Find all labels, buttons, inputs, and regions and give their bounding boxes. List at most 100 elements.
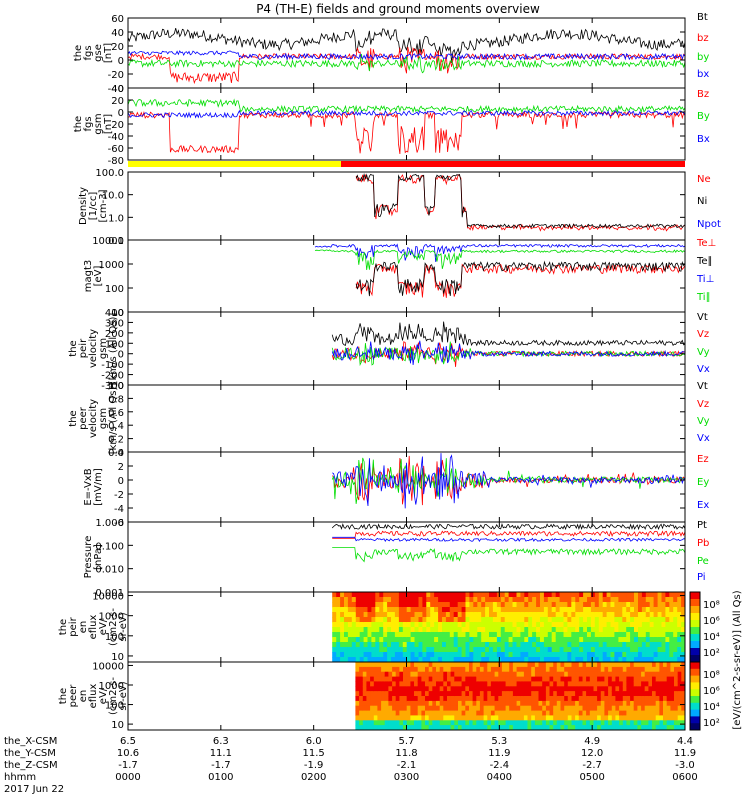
spectrogram-cell [359,627,365,633]
spectrogram-cell [479,700,485,707]
spectrogram-cell [567,637,572,643]
spectrogram-cell [532,637,537,643]
spectrogram-cell [579,617,584,623]
spectrogram-cell [443,686,448,692]
spectrogram-cell [657,647,662,653]
spectrogram-cell [659,710,664,716]
spectrogram-cell [458,705,463,712]
spectrogram-cell [536,622,541,628]
spectrogram-cell [359,642,365,648]
spectrogram-cell [425,725,430,731]
spectrogram-cell [473,647,478,653]
spectrogram-cell [496,622,502,628]
spectrogram-cell [472,681,477,687]
spectrogram-cell [670,662,675,668]
spectrogram-cell [387,637,392,643]
spectrogram-cell [663,720,668,726]
spectrogram-cell [501,710,507,716]
series-label-Ne: Ne [697,174,711,185]
spectrogram-cell [450,671,455,678]
spectrogram-cell [674,686,679,692]
plot-title: P4 (TH-E) fields and ground moments over… [256,2,540,16]
y-tick-label: 1.0 [108,213,124,224]
spectrogram-cell [414,691,419,697]
spectrogram-cell [351,602,357,608]
spectrogram-cell [606,627,611,633]
spectrogram-cell [618,642,623,648]
spectrogram-cell [505,686,510,692]
spectrogram-cell [428,676,433,682]
spectrogram-cell [583,657,588,663]
spectrogram-cell [619,681,624,687]
spectrogram-cell [633,681,638,687]
spectrogram-cell [626,696,631,702]
spectrogram-cell [494,676,499,682]
spectrogram-cell [406,617,412,623]
y-axis-label: the [73,116,84,132]
spectrogram-cell [661,597,666,603]
spectrogram-cell [547,622,553,628]
spectrogram-cell [681,720,686,726]
spectrogram-cell [366,666,371,673]
spectrogram-cell [428,696,433,702]
spectrogram-cell [449,602,455,608]
spectrogram-cell [504,592,510,598]
spectrogram-cell [677,617,682,623]
spectrogram-cell [391,592,396,598]
spectrogram-cell [442,627,447,633]
y-tick-label: 10000 [92,661,124,672]
spectrogram-cell [473,612,478,618]
spectrogram-cell [387,647,392,653]
spectrogram-cell [571,715,576,721]
spectrogram-cell [528,602,533,608]
spectrogram-cell [653,602,658,608]
spectrogram-cell [626,642,631,648]
spectrogram-cell [532,647,537,653]
spectrogram-cell [619,671,624,678]
spectrogram-cell [630,662,635,668]
spectrogram-cell [406,666,411,673]
spectrogram-cell [622,686,627,692]
spectrogram-cell [465,720,470,726]
spectrogram-cell [608,725,613,731]
spectrogram-cell [545,666,551,673]
spectrogram-cell [469,592,474,598]
spectrogram-cell [355,647,361,653]
spectrogram-cell [594,627,600,633]
spectrogram-cell [523,725,529,731]
spectrogram-cell [490,676,496,682]
spectrogram-cell [472,696,477,702]
spectrogram-cell [602,627,608,633]
spectrogram-cell [681,627,686,633]
spectrogram-cell [520,637,525,643]
spectrogram-cell [618,627,623,633]
spectrogram-cell [402,622,408,628]
spectrogram-cell [445,602,451,608]
spectrogram-cell [630,671,635,678]
spectrogram-cell [438,602,443,608]
spectrogram-cell [608,720,613,726]
spectrogram-cell [355,612,361,618]
spectrogram-cell [575,652,580,658]
spectrogram-cell [481,647,486,653]
spectrogram-cell [469,671,474,678]
spectrogram-cell [394,652,400,658]
spectrogram-cell [383,602,388,608]
spectrogram-cell [641,720,646,726]
spectrogram-cell [553,715,558,721]
spectrogram-cell [516,597,521,603]
spectrogram-cell [373,671,378,678]
spectrogram-cell [387,617,392,623]
series-By-line [127,98,686,114]
spectrogram-cell [355,671,360,678]
spectrogram-cell [586,720,591,726]
spectrogram-cell [403,710,408,716]
spectrogram-cell [579,627,584,633]
spectrogram-cell [551,637,557,643]
y-tick-label: 0 [118,350,124,361]
spectrogram-cell [597,686,602,692]
spectrogram-cell [439,686,444,692]
spectrogram-cell [403,686,408,692]
spectrogram-cell [586,681,591,687]
spectrogram-cell [547,652,553,658]
